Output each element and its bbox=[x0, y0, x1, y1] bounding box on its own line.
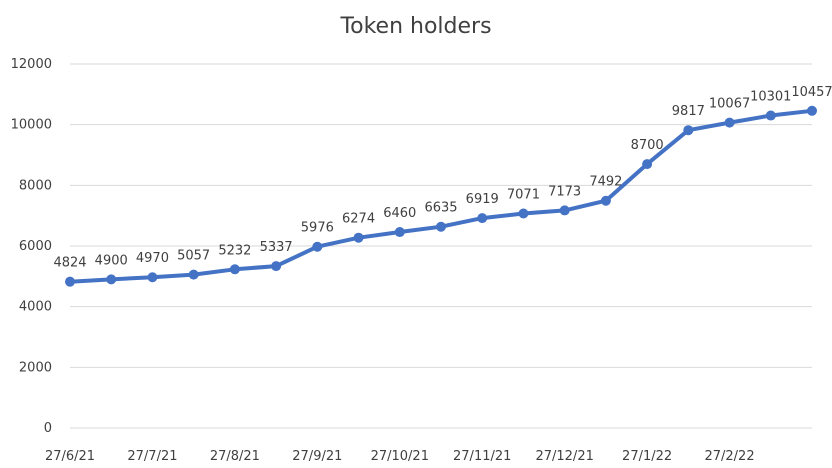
x-tick-label: 27/7/21 bbox=[127, 449, 177, 464]
y-tick-label: 4000 bbox=[19, 300, 52, 315]
chart-title: Token holders bbox=[339, 14, 491, 39]
data-point bbox=[106, 274, 117, 285]
y-tick-label: 8000 bbox=[19, 178, 52, 193]
data-point bbox=[477, 213, 488, 224]
data-label: 7492 bbox=[589, 175, 622, 190]
data-label: 6460 bbox=[383, 206, 416, 221]
data-label: 8700 bbox=[631, 138, 664, 153]
data-label: 6274 bbox=[342, 212, 375, 227]
x-tick-label: 27/9/21 bbox=[292, 449, 342, 464]
y-tick-label: 10000 bbox=[11, 118, 52, 133]
data-label: 5232 bbox=[218, 243, 251, 258]
data-point bbox=[600, 195, 611, 206]
data-point bbox=[518, 208, 529, 219]
data-point bbox=[229, 264, 240, 275]
data-label: 4824 bbox=[53, 256, 86, 271]
data-label: 6919 bbox=[466, 192, 499, 207]
x-tick-label: 27/8/21 bbox=[210, 449, 260, 464]
x-tick-label: 27/11/21 bbox=[453, 449, 511, 464]
data-point bbox=[353, 232, 364, 243]
x-axis-ticks: 27/6/21 27/7/21 27/8/21 27/9/21 27/10/21 27/1… bbox=[45, 449, 755, 464]
data-point bbox=[724, 117, 735, 128]
data-label: 4970 bbox=[136, 251, 169, 266]
data-point bbox=[807, 105, 817, 116]
x-tick-label: 27/6/21 bbox=[45, 449, 95, 464]
x-tick-label: 27/12/21 bbox=[535, 449, 593, 464]
data-label: 10457 bbox=[791, 85, 832, 100]
data-point bbox=[312, 241, 323, 252]
data-label: 5337 bbox=[260, 240, 293, 255]
data-label: 6635 bbox=[424, 201, 457, 216]
data-label: 10301 bbox=[750, 90, 791, 105]
data-point bbox=[65, 276, 75, 287]
data-point bbox=[559, 205, 570, 216]
data-label: 7173 bbox=[548, 184, 581, 199]
data-label: 5976 bbox=[301, 221, 334, 236]
data-label: 7071 bbox=[507, 188, 540, 203]
data-point bbox=[271, 261, 282, 272]
y-tick-label: 12000 bbox=[11, 57, 52, 72]
data-point bbox=[683, 125, 694, 136]
data-point bbox=[394, 227, 405, 238]
y-tick-label: 0 bbox=[44, 421, 52, 436]
data-label: 4900 bbox=[95, 253, 128, 268]
x-tick-label: 27/10/21 bbox=[371, 449, 429, 464]
data-point bbox=[765, 110, 776, 121]
gridlines bbox=[70, 63, 812, 429]
data-points bbox=[65, 105, 817, 287]
data-point bbox=[147, 272, 158, 283]
data-point bbox=[188, 269, 199, 280]
data-point bbox=[436, 221, 446, 232]
x-tick-label: 27/1/22 bbox=[622, 449, 672, 464]
y-tick-label: 6000 bbox=[19, 239, 52, 254]
data-point bbox=[642, 159, 653, 170]
data-labels: 4824 4900 4970 5057 5232 5337 5976 6274 6460 6635… bbox=[53, 85, 832, 271]
x-tick-label: 27/2/22 bbox=[704, 449, 754, 464]
y-axis-ticks: 0 2000 4000 6000 8000 10000 12000 bbox=[11, 57, 52, 436]
y-tick-label: 2000 bbox=[19, 360, 52, 375]
data-label: 5057 bbox=[177, 249, 210, 264]
data-label: 9817 bbox=[672, 104, 705, 119]
data-label: 10067 bbox=[709, 97, 750, 112]
